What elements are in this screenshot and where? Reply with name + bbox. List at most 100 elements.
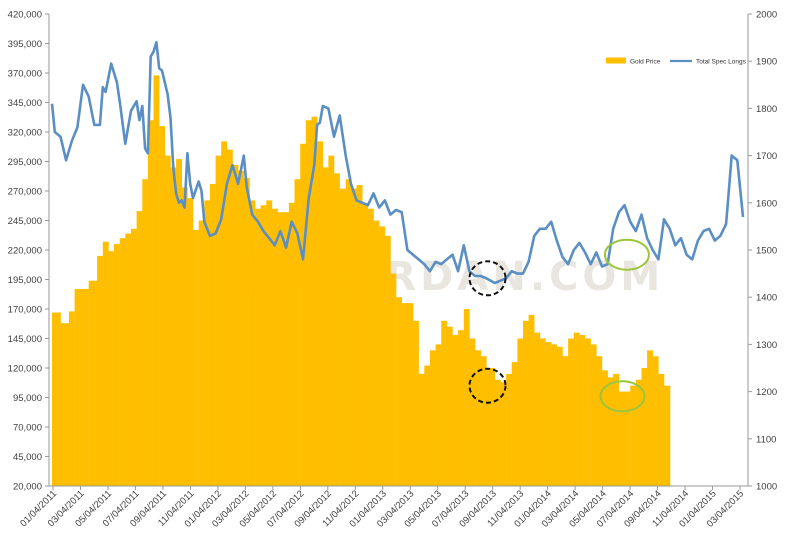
gold-price-bars	[52, 75, 671, 487]
gold-price-bar	[424, 365, 431, 486]
gold-price-bar	[469, 338, 476, 486]
gold-price-bar	[647, 350, 653, 486]
gold-price-bar	[413, 320, 419, 486]
gold-price-bar	[407, 303, 414, 486]
legend-label-spec: Total Spec Longs	[696, 58, 747, 65]
right-tick-label: 1700	[756, 151, 777, 162]
gold-price-bar	[108, 251, 115, 486]
gold-price-bar	[463, 309, 470, 486]
legend: Gold Price Total Spec Longs	[606, 57, 747, 65]
gold-price-bar	[517, 338, 524, 486]
gold-price-bar	[209, 183, 216, 486]
right-tick-label: 1300	[756, 340, 777, 351]
gold-price-bar	[585, 338, 591, 486]
gold-price-bar	[102, 241, 109, 486]
left-tick-label: 70,000	[13, 423, 42, 434]
gold-price-bar	[255, 208, 261, 486]
gold-price-bar	[480, 356, 487, 486]
gold-price-bar	[97, 255, 103, 486]
gold-price-bar	[88, 280, 98, 486]
gold-price-bar	[573, 332, 580, 486]
gold-price-bar	[164, 155, 171, 486]
legend-swatch-gold	[606, 57, 626, 64]
left-tick-label: 145,000	[8, 334, 42, 345]
gold-price-bar	[379, 226, 386, 486]
gold-price-bar	[176, 159, 182, 486]
left-tick-label: 345,000	[8, 98, 42, 109]
gold-price-bar	[658, 373, 665, 486]
gold-price-bar	[494, 379, 501, 486]
right-tick-label: 1200	[756, 387, 777, 398]
left-tick-label: 220,000	[8, 246, 42, 257]
gold-price-bar	[534, 332, 541, 486]
right-tick-label: 1800	[756, 104, 777, 115]
gold-price-bar	[159, 126, 166, 486]
gold-price-bar	[142, 179, 149, 486]
left-tick-label: 120,000	[8, 364, 42, 375]
gold-price-bar	[170, 167, 177, 486]
right-tick-label: 1600	[756, 198, 777, 209]
left-tick-label: 45,000	[13, 452, 42, 463]
gold-price-bar	[390, 273, 397, 486]
gold-price-bar	[607, 377, 614, 486]
right-tick-label: 1000	[756, 482, 777, 493]
gold-price-bar	[322, 167, 329, 486]
right-tick-label: 2000	[756, 10, 777, 21]
gold-price-bar	[351, 188, 357, 486]
gold-price-bar	[664, 385, 671, 486]
gold-price-bar	[568, 338, 574, 486]
gold-price-bar	[181, 187, 188, 486]
left-tick-label: 295,000	[8, 157, 42, 168]
right-tick-label: 1500	[756, 246, 777, 257]
gold-price-bar	[596, 356, 603, 486]
gold-price-bar	[545, 342, 552, 486]
gold-price-bar	[83, 288, 89, 486]
gold-price-bar	[373, 220, 380, 486]
annotation-circles	[468, 238, 650, 413]
gold-price-bar	[562, 356, 569, 486]
gold-price-bar	[396, 297, 402, 486]
gold-price-bar	[556, 346, 563, 486]
gold-price-bar	[452, 335, 459, 486]
gold-price-bar	[68, 311, 75, 486]
gold-price-bar	[446, 326, 453, 486]
gold-price-bar	[356, 185, 363, 486]
gold-price-bar	[334, 173, 340, 487]
gold-price-bar	[429, 350, 436, 486]
left-tick-label: 95,000	[13, 393, 42, 404]
gold-price-bar	[511, 362, 518, 486]
gold-price-bar	[635, 379, 642, 486]
gold-price-bar	[367, 208, 374, 486]
annotation-circle	[468, 367, 507, 404]
gold-price-bar	[187, 198, 194, 486]
spec-longs-series-line	[50, 41, 745, 285]
left-tick-label: 20,000	[13, 482, 42, 493]
gold-price-bar	[283, 212, 290, 486]
right-tick-label: 1100	[756, 434, 776, 445]
gold-price-bar	[630, 385, 637, 486]
gold-price-bar	[221, 141, 228, 486]
gold-price-bar	[204, 200, 211, 486]
gold-price-bar	[384, 235, 391, 486]
gold-price-bar	[311, 116, 318, 486]
gold-price-bar	[294, 179, 301, 486]
gold-price-bar	[500, 382, 507, 486]
annotation-circle	[599, 380, 646, 413]
gold-price-bar	[602, 370, 608, 486]
gold-price-bar	[52, 312, 61, 486]
gold-price-bar	[193, 229, 199, 486]
right-tick-label: 1400	[756, 293, 777, 304]
left-tick-label: 320,000	[8, 128, 42, 139]
gold-price-bar	[475, 350, 481, 486]
spec-longs-line	[50, 41, 745, 285]
gold-price-bar	[131, 228, 137, 487]
gold-price-bar	[272, 208, 278, 486]
gold-price-bar	[277, 212, 284, 486]
gold-price-bar	[362, 202, 369, 487]
gold-price-bar	[215, 155, 222, 486]
gold-price-bar	[119, 238, 126, 486]
left-tick-label: 195,000	[8, 275, 42, 286]
left-tick-label: 170,000	[8, 305, 42, 316]
gold-price-bar	[249, 200, 256, 486]
